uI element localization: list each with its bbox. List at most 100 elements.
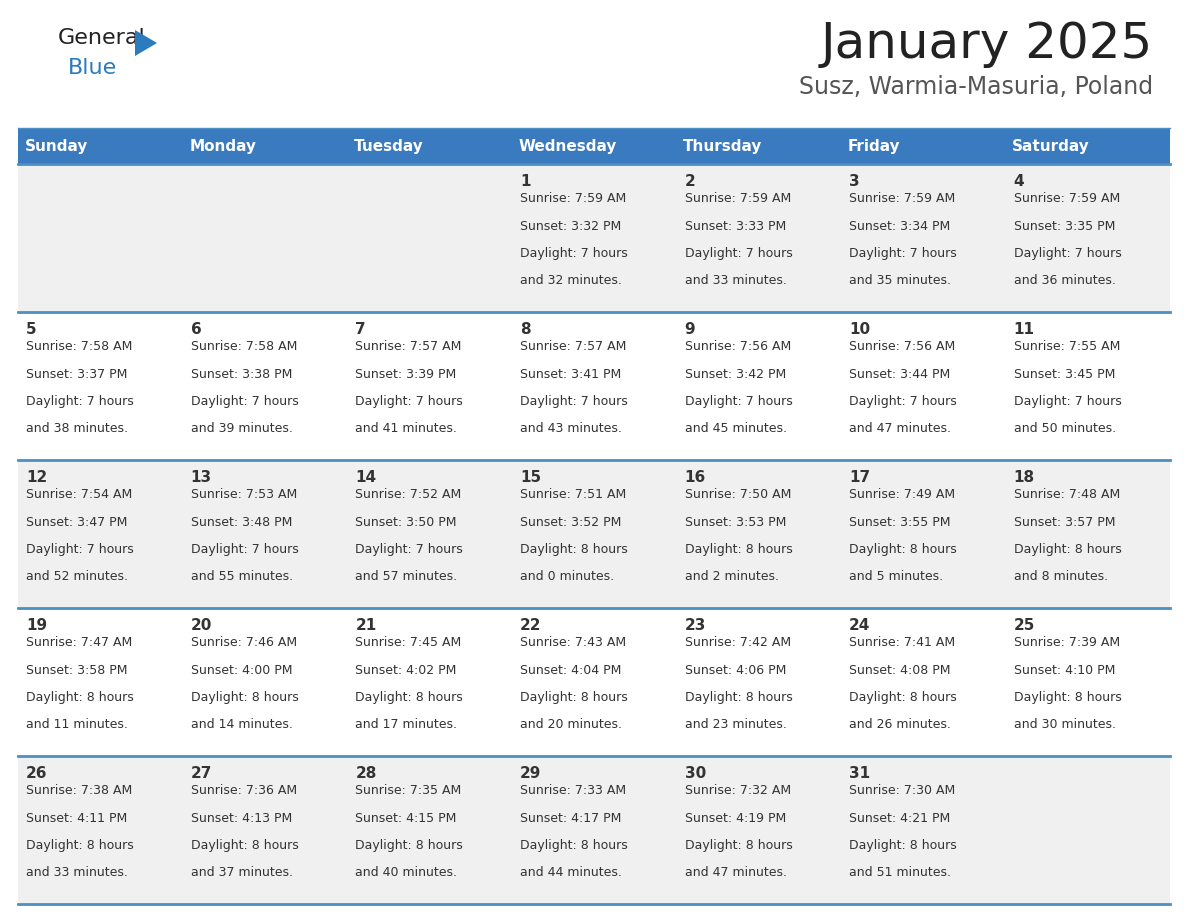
- Text: Sunset: 3:34 PM: Sunset: 3:34 PM: [849, 219, 950, 233]
- Text: Daylight: 7 hours: Daylight: 7 hours: [355, 395, 463, 409]
- Text: and 40 minutes.: and 40 minutes.: [355, 867, 457, 879]
- Bar: [347, 460, 512, 608]
- Text: Daylight: 8 hours: Daylight: 8 hours: [520, 543, 627, 556]
- Text: 29: 29: [520, 767, 542, 781]
- Text: Sunset: 3:58 PM: Sunset: 3:58 PM: [26, 664, 128, 677]
- Text: Sunrise: 7:56 AM: Sunrise: 7:56 AM: [849, 341, 955, 353]
- Text: Daylight: 7 hours: Daylight: 7 hours: [1013, 247, 1121, 260]
- Text: Daylight: 7 hours: Daylight: 7 hours: [191, 395, 298, 409]
- Bar: [347, 608, 512, 756]
- Text: Tuesday: Tuesday: [354, 139, 423, 153]
- Bar: [1005, 460, 1170, 608]
- Bar: [183, 608, 347, 756]
- Bar: [841, 128, 1005, 164]
- Text: Sunrise: 7:33 AM: Sunrise: 7:33 AM: [520, 784, 626, 798]
- Text: Daylight: 7 hours: Daylight: 7 hours: [26, 543, 134, 556]
- Text: Sunset: 4:11 PM: Sunset: 4:11 PM: [26, 812, 127, 824]
- Text: and 23 minutes.: and 23 minutes.: [684, 719, 786, 732]
- Text: Daylight: 7 hours: Daylight: 7 hours: [520, 247, 627, 260]
- Bar: [676, 128, 841, 164]
- Text: and 37 minutes.: and 37 minutes.: [191, 867, 292, 879]
- Text: and 52 minutes.: and 52 minutes.: [26, 570, 128, 584]
- Text: Sunrise: 7:54 AM: Sunrise: 7:54 AM: [26, 488, 133, 501]
- Text: Sunset: 4:04 PM: Sunset: 4:04 PM: [520, 664, 621, 677]
- Bar: [183, 128, 347, 164]
- Text: 22: 22: [520, 619, 542, 633]
- Bar: [676, 460, 841, 608]
- Text: 12: 12: [26, 470, 48, 486]
- Text: Sunrise: 7:58 AM: Sunrise: 7:58 AM: [191, 341, 297, 353]
- Bar: [18, 756, 183, 904]
- Text: 18: 18: [1013, 470, 1035, 486]
- Text: Sunrise: 7:36 AM: Sunrise: 7:36 AM: [191, 784, 297, 798]
- Text: 4: 4: [1013, 174, 1024, 189]
- Text: Sunset: 4:19 PM: Sunset: 4:19 PM: [684, 812, 785, 824]
- Text: Daylight: 8 hours: Daylight: 8 hours: [1013, 691, 1121, 704]
- Text: Sunset: 3:55 PM: Sunset: 3:55 PM: [849, 516, 950, 529]
- Text: 10: 10: [849, 322, 871, 337]
- Text: and 32 minutes.: and 32 minutes.: [520, 274, 621, 287]
- Text: Sunset: 3:44 PM: Sunset: 3:44 PM: [849, 368, 950, 381]
- Text: Sunrise: 7:56 AM: Sunrise: 7:56 AM: [684, 341, 791, 353]
- Text: 24: 24: [849, 619, 871, 633]
- Text: Sunrise: 7:32 AM: Sunrise: 7:32 AM: [684, 784, 791, 798]
- Text: Sunset: 4:10 PM: Sunset: 4:10 PM: [1013, 664, 1116, 677]
- Text: Susz, Warmia-Masuria, Poland: Susz, Warmia-Masuria, Poland: [798, 75, 1154, 99]
- Text: and 41 minutes.: and 41 minutes.: [355, 422, 457, 435]
- Text: Sunset: 4:02 PM: Sunset: 4:02 PM: [355, 664, 456, 677]
- Text: and 26 minutes.: and 26 minutes.: [849, 719, 950, 732]
- Bar: [183, 460, 347, 608]
- Text: Wednesday: Wednesday: [518, 139, 617, 153]
- Text: Daylight: 8 hours: Daylight: 8 hours: [520, 691, 627, 704]
- Text: Sunrise: 7:49 AM: Sunrise: 7:49 AM: [849, 488, 955, 501]
- Text: Daylight: 8 hours: Daylight: 8 hours: [684, 839, 792, 852]
- Text: Daylight: 8 hours: Daylight: 8 hours: [849, 839, 956, 852]
- Text: Daylight: 7 hours: Daylight: 7 hours: [355, 543, 463, 556]
- Text: Daylight: 8 hours: Daylight: 8 hours: [849, 543, 956, 556]
- Text: Friday: Friday: [847, 139, 901, 153]
- Bar: [676, 608, 841, 756]
- Text: 8: 8: [520, 322, 531, 337]
- Text: Sunset: 3:50 PM: Sunset: 3:50 PM: [355, 516, 457, 529]
- Text: Sunset: 4:06 PM: Sunset: 4:06 PM: [684, 664, 786, 677]
- Bar: [841, 312, 1005, 460]
- Text: Daylight: 7 hours: Daylight: 7 hours: [849, 395, 956, 409]
- Bar: [18, 460, 183, 608]
- Text: Sunset: 3:53 PM: Sunset: 3:53 PM: [684, 516, 786, 529]
- Bar: [512, 756, 676, 904]
- Text: Saturday: Saturday: [1012, 139, 1089, 153]
- Bar: [183, 164, 347, 312]
- Text: Sunrise: 7:41 AM: Sunrise: 7:41 AM: [849, 636, 955, 649]
- Text: Sunrise: 7:55 AM: Sunrise: 7:55 AM: [1013, 341, 1120, 353]
- Bar: [1005, 312, 1170, 460]
- Bar: [1005, 756, 1170, 904]
- Text: Sunrise: 7:59 AM: Sunrise: 7:59 AM: [849, 193, 955, 206]
- Text: Sunrise: 7:39 AM: Sunrise: 7:39 AM: [1013, 636, 1120, 649]
- Text: Daylight: 8 hours: Daylight: 8 hours: [26, 691, 134, 704]
- Text: Monday: Monday: [189, 139, 257, 153]
- Text: 14: 14: [355, 470, 377, 486]
- Bar: [183, 756, 347, 904]
- Bar: [512, 164, 676, 312]
- Text: 7: 7: [355, 322, 366, 337]
- Text: 30: 30: [684, 767, 706, 781]
- Text: and 8 minutes.: and 8 minutes.: [1013, 570, 1107, 584]
- Text: Sunset: 3:41 PM: Sunset: 3:41 PM: [520, 368, 621, 381]
- Text: 11: 11: [1013, 322, 1035, 337]
- Text: and 38 minutes.: and 38 minutes.: [26, 422, 128, 435]
- Bar: [676, 756, 841, 904]
- Text: Daylight: 8 hours: Daylight: 8 hours: [849, 691, 956, 704]
- Text: Sunset: 4:00 PM: Sunset: 4:00 PM: [191, 664, 292, 677]
- Text: and 47 minutes.: and 47 minutes.: [684, 867, 786, 879]
- Text: Sunrise: 7:47 AM: Sunrise: 7:47 AM: [26, 636, 133, 649]
- Text: Sunset: 4:13 PM: Sunset: 4:13 PM: [191, 812, 292, 824]
- Text: and 43 minutes.: and 43 minutes.: [520, 422, 621, 435]
- Text: Sunrise: 7:46 AM: Sunrise: 7:46 AM: [191, 636, 297, 649]
- Text: 31: 31: [849, 767, 871, 781]
- Text: and 33 minutes.: and 33 minutes.: [26, 867, 128, 879]
- Text: and 30 minutes.: and 30 minutes.: [1013, 719, 1116, 732]
- Text: Sunrise: 7:59 AM: Sunrise: 7:59 AM: [684, 193, 791, 206]
- Text: and 36 minutes.: and 36 minutes.: [1013, 274, 1116, 287]
- Text: and 20 minutes.: and 20 minutes.: [520, 719, 623, 732]
- Text: Daylight: 7 hours: Daylight: 7 hours: [684, 395, 792, 409]
